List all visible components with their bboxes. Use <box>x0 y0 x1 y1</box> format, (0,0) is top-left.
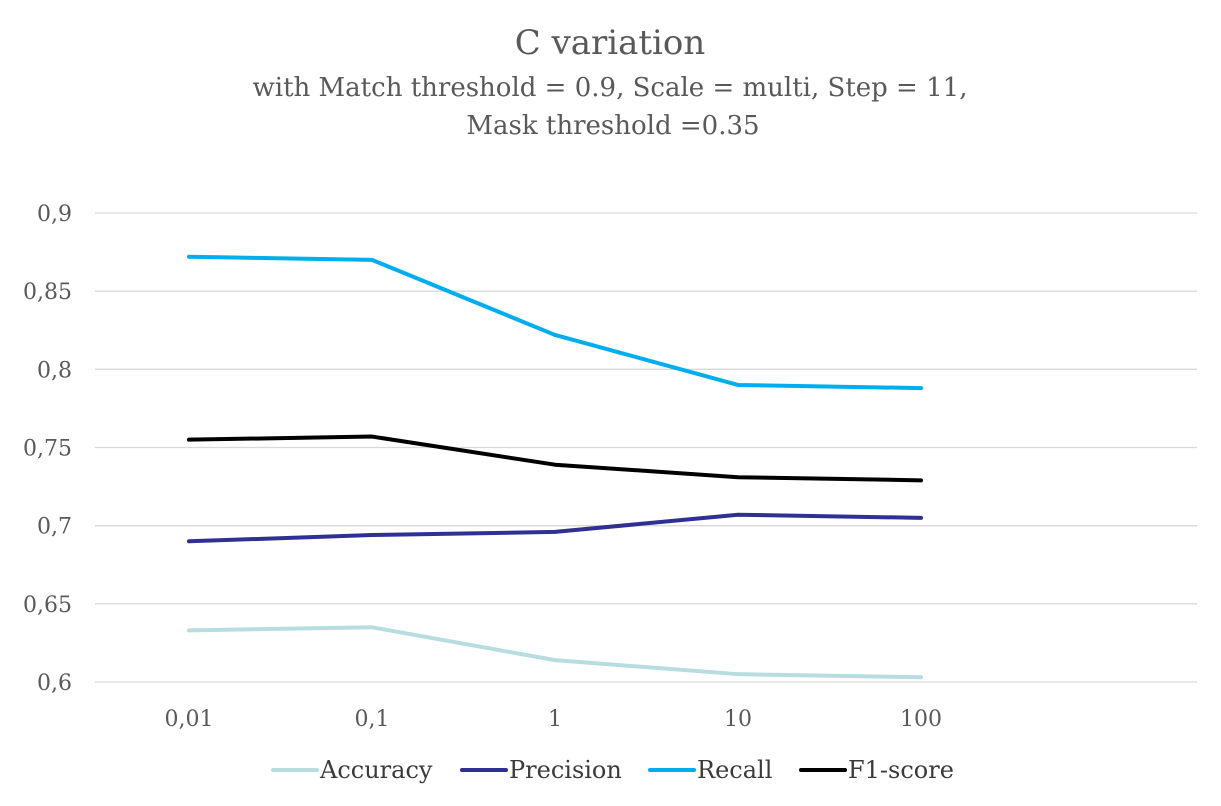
gridlines <box>95 212 1197 683</box>
series-line-precision <box>187 512 923 544</box>
data-point <box>919 386 923 390</box>
legend-label: F1-score <box>848 756 954 784</box>
x-tick-label: 100 <box>900 707 942 732</box>
chart-title: C variation <box>515 23 706 63</box>
chart-subtitle-line-2: Mask threshold =0.35 <box>466 111 759 141</box>
data-point <box>370 533 374 537</box>
data-point <box>187 628 191 633</box>
data-point <box>736 512 740 517</box>
legend: Accuracy Precision Recall F1-score <box>271 756 954 784</box>
y-tick-label: 0,65 <box>23 593 72 618</box>
data-point <box>736 383 740 387</box>
data-point <box>370 434 374 439</box>
data-point <box>187 437 191 442</box>
data-point <box>370 625 374 630</box>
y-axis-tick-labels: 0,6 0,65 0,7 0,75 0,8 0,85 0,9 <box>23 202 72 696</box>
chart-subtitle-line-1: with Match threshold = 0.9, Scale = mult… <box>253 73 968 103</box>
y-tick-label: 0,85 <box>23 280 72 305</box>
data-point <box>370 258 374 262</box>
data-point <box>736 475 740 480</box>
legend-label: Accuracy <box>319 756 433 784</box>
data-point <box>736 672 740 676</box>
legend-label: Precision <box>509 756 622 784</box>
y-tick-label: 0,8 <box>37 358 72 383</box>
data-point <box>919 675 923 680</box>
series-line-recall <box>187 254 923 391</box>
y-tick-label: 0,7 <box>37 515 72 540</box>
legend-label: Recall <box>697 756 772 784</box>
data-point <box>187 539 191 544</box>
y-tick-label: 0,9 <box>37 202 72 227</box>
data-point <box>919 516 923 520</box>
data-point <box>187 254 191 259</box>
y-tick-label: 0,6 <box>37 671 72 696</box>
data-point <box>553 530 557 534</box>
x-tick-label: 10 <box>724 707 752 732</box>
data-point <box>919 478 923 483</box>
y-tick-label: 0,75 <box>23 437 72 462</box>
data-point <box>553 462 557 467</box>
series-lines <box>187 254 923 680</box>
x-axis-tick-labels: 0,01 0,1 1 10 100 <box>165 707 942 732</box>
x-tick-label: 1 <box>548 707 562 732</box>
data-point <box>553 333 557 337</box>
x-tick-label: 0,1 <box>355 707 390 732</box>
series-line-f1-score <box>187 434 923 483</box>
x-tick-label: 0,01 <box>165 707 214 732</box>
series-line-accuracy <box>187 625 923 680</box>
data-point <box>553 658 557 662</box>
